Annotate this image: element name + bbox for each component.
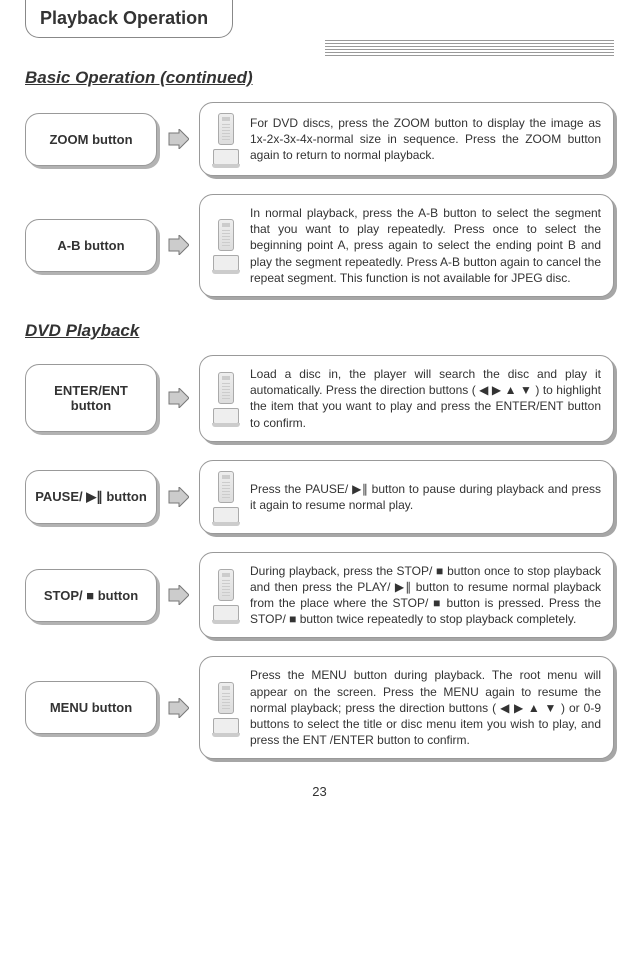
row-stop: STOP/ ■ button During playback, press th… <box>25 552 614 639</box>
button-label-enter: ENTER/ENT button <box>25 364 157 432</box>
arrow-icon <box>167 698 189 718</box>
button-label-zoom: ZOOM button <box>25 113 157 166</box>
desc-box-menu: Press the MENU button during playback. T… <box>199 656 614 759</box>
page-title: Playback Operation <box>25 0 233 38</box>
header-decor-lines <box>325 38 614 58</box>
remote-icon <box>212 471 240 523</box>
remote-icon <box>212 569 240 621</box>
desc-box-pause: Press the PAUSE/ ▶∥ button to pause duri… <box>199 460 614 534</box>
arrow-icon <box>167 388 189 408</box>
desc-text-pause: Press the PAUSE/ ▶∥ button to pause duri… <box>250 481 601 513</box>
arrow-icon <box>167 235 189 255</box>
desc-box-enter: Load a disc in, the player will search t… <box>199 355 614 442</box>
row-pause: PAUSE/ ▶∥ button Press the PAUSE/ ▶∥ but… <box>25 460 614 534</box>
section-heading-dvd: DVD Playback <box>25 321 614 341</box>
remote-icon <box>212 113 240 165</box>
button-label-pause: PAUSE/ ▶∥ button <box>25 470 157 524</box>
remote-icon <box>212 219 240 271</box>
remote-icon <box>212 682 240 734</box>
desc-box-stop: During playback, press the STOP/ ■ butto… <box>199 552 614 639</box>
arrow-icon <box>167 129 189 149</box>
remote-icon <box>212 372 240 424</box>
button-label-stop: STOP/ ■ button <box>25 569 157 622</box>
desc-box-ab: In normal playback, press the A-B button… <box>199 194 614 297</box>
desc-text-enter: Load a disc in, the player will search t… <box>250 366 601 431</box>
desc-text-ab: In normal playback, press the A-B button… <box>250 205 601 286</box>
row-ab: A-B button In normal playback, press the… <box>25 194 614 297</box>
row-enter: ENTER/ENT button Load a disc in, the pla… <box>25 355 614 442</box>
section-heading-basic: Basic Operation (continued) <box>25 68 614 88</box>
desc-text-menu: Press the MENU button during playback. T… <box>250 667 601 748</box>
arrow-icon <box>167 487 189 507</box>
row-zoom: ZOOM button For DVD discs, press the ZOO… <box>25 102 614 176</box>
arrow-icon <box>167 585 189 605</box>
desc-box-zoom: For DVD discs, press the ZOOM button to … <box>199 102 614 176</box>
page-number: 23 <box>25 784 614 799</box>
desc-text-stop: During playback, press the STOP/ ■ butto… <box>250 563 601 628</box>
button-label-menu: MENU button <box>25 681 157 734</box>
desc-text-zoom: For DVD discs, press the ZOOM button to … <box>250 115 601 164</box>
button-label-ab: A-B button <box>25 219 157 272</box>
row-menu: MENU button Press the MENU button during… <box>25 656 614 759</box>
